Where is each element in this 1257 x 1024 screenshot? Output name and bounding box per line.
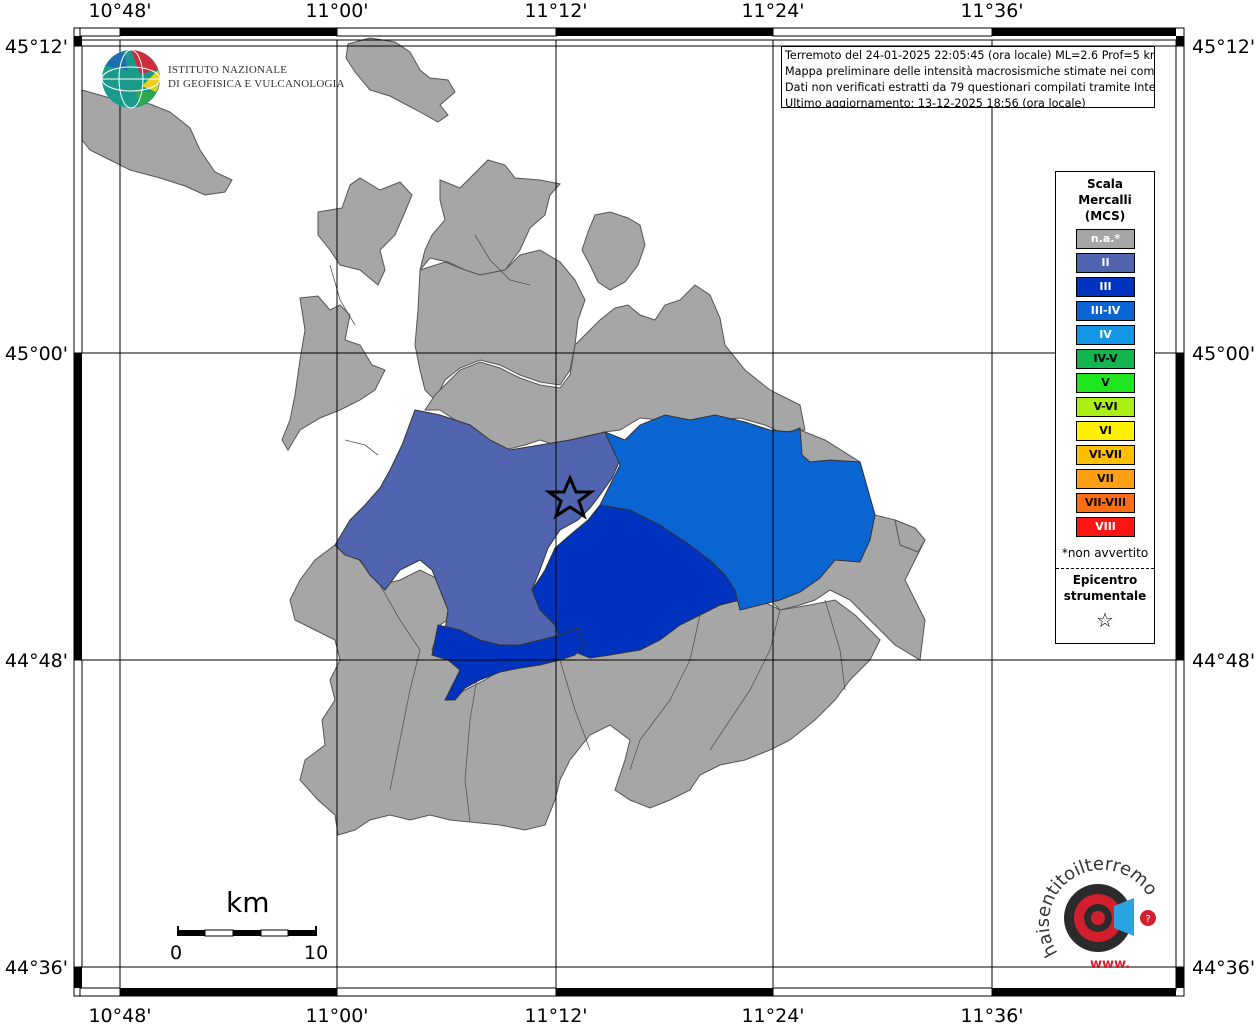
top-tick-label: 10°48' (88, 0, 151, 22)
legend-title-line: Mercalli (1078, 193, 1132, 207)
svg-text:?: ? (1145, 914, 1150, 925)
left-tick-labels: 45°12' 45°00' 44°48' 44°36' (5, 36, 68, 979)
legend-title-line: (MCS) (1084, 209, 1126, 223)
bottom-tick-label: 11°36' (960, 1005, 1023, 1024)
scale-bar: km 0 10 (168, 886, 328, 976)
legend-epicenter-line: strumentale (1063, 589, 1147, 603)
legend-item: IV (1076, 325, 1135, 345)
scale-unit: km (226, 886, 270, 919)
scale-end: 10 (304, 942, 329, 964)
right-tick-label: 44°48' (1192, 650, 1255, 672)
legend-title-line: Scala (1086, 177, 1124, 191)
top-tick-label: 11°00' (305, 0, 368, 22)
top-tick-labels: 10°48' 11°00' 11°12' 11°24' 11°36' (88, 0, 1023, 22)
mcs-legend: Scala Mercalli (MCS) n.a.* II III III-IV IV I… (1055, 171, 1155, 644)
bottom-tick-labels: 10°48' 11°00' 11°12' 11°24' 11°36' (88, 1005, 1023, 1024)
haisentito-logo: ? haisentitoilterremoto.it www. (1031, 842, 1166, 978)
left-tick-label: 45°00' (5, 343, 68, 365)
legend-star-icon: ☆ (1096, 608, 1114, 632)
left-tick-label: 45°12' (5, 36, 68, 58)
legend-item: n.a.* (1076, 229, 1135, 249)
epicenter-star (544, 474, 596, 520)
left-tick-label: 44°48' (5, 650, 68, 672)
region-north-small (345, 37, 456, 123)
right-tick-label: 45°12' (1192, 36, 1255, 58)
top-tick-label: 11°12' (524, 0, 587, 22)
right-tick-labels: 45°12' 45°00' 44°48' 44°36' (1192, 36, 1255, 979)
ingv-name-line2: DI GEOFISICA E VULCANOLOGIA (168, 78, 345, 90)
legend-item: V (1076, 373, 1135, 393)
municipalities-not-felt (81, 37, 926, 836)
top-tick-label: 11°36' (960, 0, 1023, 22)
haisentito-www: www. (1090, 957, 1130, 972)
right-tick-label: 45°00' (1192, 343, 1255, 365)
intensity-III-areas (431, 504, 741, 701)
legend-divider (1056, 568, 1154, 569)
legend-note: *non avvertito (1061, 546, 1149, 560)
map-frame (73, 27, 1185, 997)
bottom-tick-label: 11°00' (305, 1005, 368, 1024)
legend-item: II (1076, 253, 1135, 273)
legend-item: III (1076, 277, 1135, 297)
region-center-north (414, 249, 586, 401)
globe-icon (101, 49, 161, 109)
left-tick-label: 44°36' (5, 957, 68, 979)
bottom-tick-label: 11°12' (524, 1005, 587, 1024)
legend-item: VI-VII (1076, 445, 1135, 465)
right-tick-label: 44°36' (1192, 957, 1255, 979)
event-info-line: Mappa preliminare delle intensità macros… (785, 65, 1155, 78)
bottom-tick-label: 11°24' (741, 1005, 804, 1024)
region-north-c (581, 211, 646, 291)
legend-item: VII (1076, 469, 1135, 489)
region-III-IV-east (599, 414, 876, 611)
bottom-tick-label: 10°48' (88, 1005, 151, 1024)
legend-item: V-VI (1076, 397, 1135, 417)
scale-start: 0 (170, 942, 183, 964)
haisentito-badge: ? haisentitoilterremoto.it www. (1031, 842, 1162, 972)
top-tick-label: 11°24' (741, 0, 804, 22)
event-info-line: Terremoto del 24-01-2025 22:05:45 (ora l… (785, 49, 1155, 62)
ingv-name: ISTITUTO NAZIONALE DI GEOFISICA E VULCAN… (168, 63, 345, 91)
legend-item: IV-V (1076, 349, 1135, 369)
legend-item: III-IV (1076, 301, 1135, 321)
legend-epicenter-line: Epicentro (1072, 573, 1138, 587)
graticule (80, 40, 1176, 990)
region-northeast (424, 284, 806, 451)
ingv-logo (100, 48, 330, 110)
ingv-name-line1: ISTITUTO NAZIONALE (168, 64, 288, 76)
legend-item: VI (1076, 421, 1135, 441)
event-info-line: Ultimo aggiornamento: 13-12-2025 18:56 (… (785, 97, 1086, 108)
legend-item: VII-VIII (1076, 493, 1135, 513)
event-info-box: Terremoto del 24-01-2025 22:05:45 (ora l… (781, 46, 1155, 108)
region-far-east-small (894, 519, 926, 553)
intensity-III-IV-areas (599, 414, 876, 611)
scale-bar-graphic (177, 926, 317, 937)
legend-title: Scala Mercalli (MCS) (1056, 176, 1154, 224)
region-III-south (431, 624, 586, 701)
region-west-strip (281, 295, 386, 451)
legend-item: VIII (1076, 517, 1135, 537)
event-info-line: Dati non verificati estratti da 79 quest… (785, 81, 1155, 94)
legend-epicenter-label: Epicentro strumentale (1056, 572, 1154, 604)
region-north-b (419, 159, 561, 276)
